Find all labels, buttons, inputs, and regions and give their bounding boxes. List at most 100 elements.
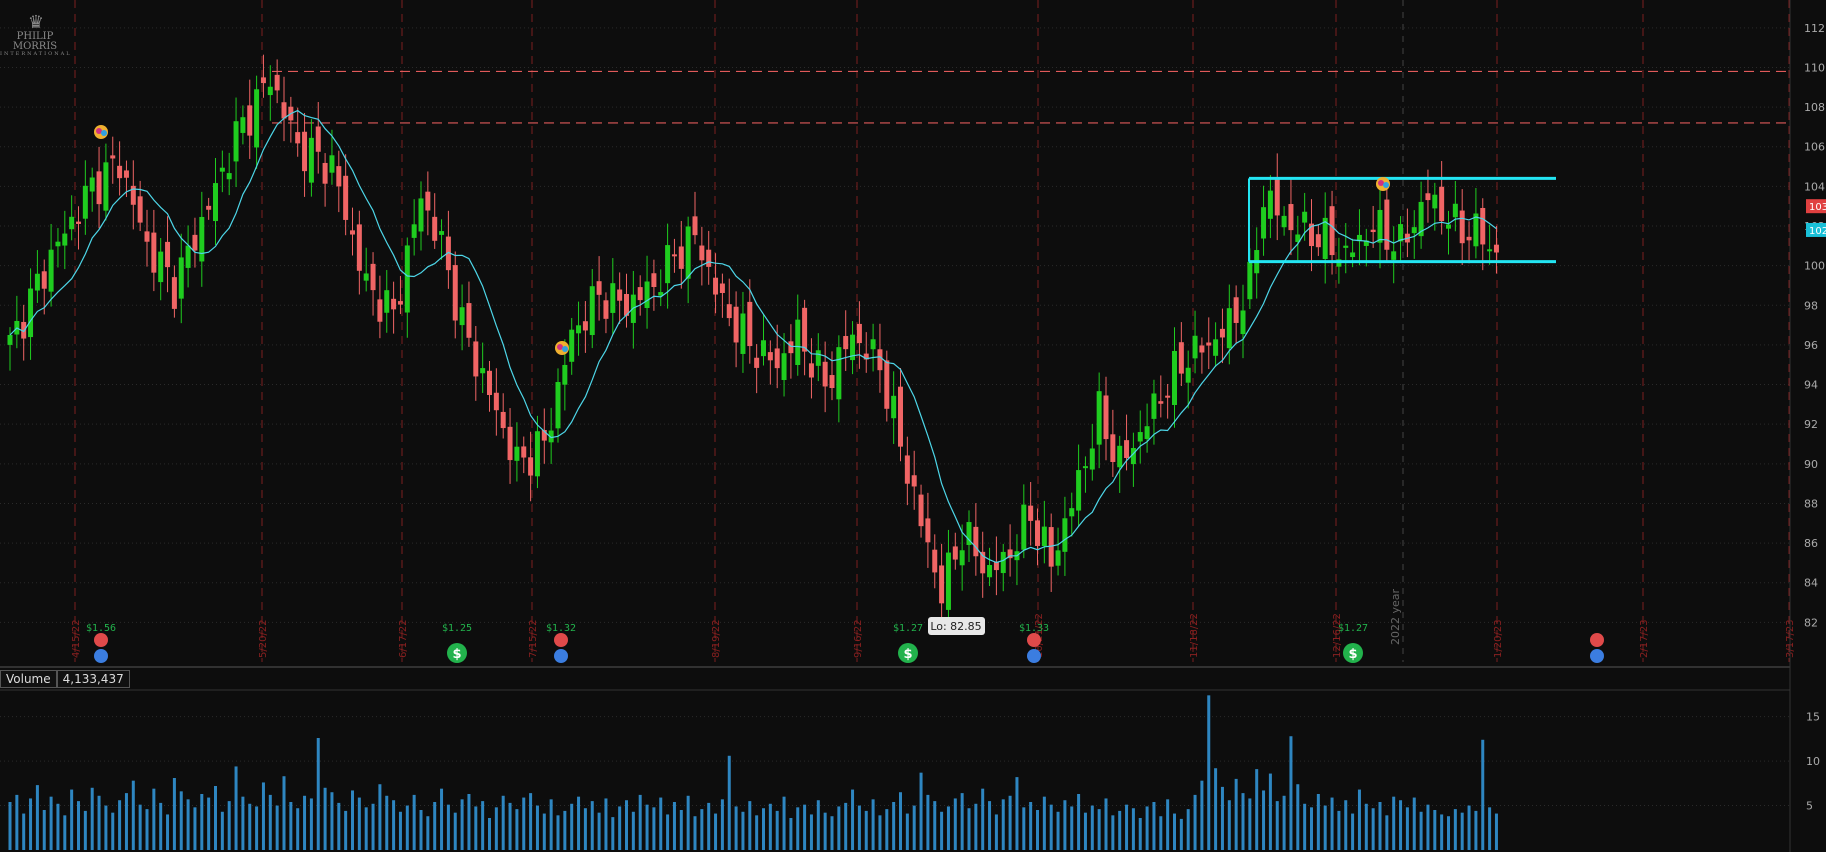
- volume-bar: [241, 796, 245, 850]
- volume-bar: [364, 807, 368, 850]
- volume-bar: [679, 810, 683, 850]
- candle-body: [1288, 204, 1294, 231]
- dividend-icon: [1343, 643, 1363, 663]
- candle-body: [404, 245, 410, 313]
- volume-bar: [707, 802, 711, 850]
- volume-bar: [727, 755, 731, 850]
- candle-body: [370, 263, 376, 291]
- candle-body: [96, 171, 102, 205]
- volume-bar: [946, 806, 950, 850]
- y-tick-label: 94: [1804, 379, 1818, 392]
- volume-bar: [529, 793, 533, 850]
- volume-bar: [1118, 810, 1122, 850]
- volume-bar: [56, 803, 60, 850]
- candle-body: [7, 335, 13, 345]
- y-tick-label: 100: [1804, 260, 1825, 273]
- volume-bar: [919, 772, 923, 850]
- candle-body: [754, 357, 760, 368]
- volume-bar: [645, 804, 649, 850]
- volume-bar: [344, 810, 348, 850]
- candle-body: [822, 361, 828, 387]
- volume-bar: [857, 805, 861, 850]
- volume-bar: [1357, 789, 1361, 850]
- low-label-text: Lo: 82.85: [930, 620, 981, 633]
- y-tick-label: 104: [1804, 180, 1825, 193]
- candle-body: [1329, 206, 1335, 256]
- x-date-label: 8/19/22: [711, 619, 722, 658]
- volume-bar: [988, 801, 992, 850]
- candle-body: [870, 339, 876, 350]
- info-icon: [554, 649, 568, 663]
- volume-bar: [460, 799, 464, 850]
- volume-bar: [1405, 807, 1409, 850]
- y-tick-label: 92: [1804, 418, 1818, 431]
- candle-body: [1363, 240, 1369, 246]
- volume-bar: [851, 789, 855, 850]
- y-tick-label: 88: [1804, 497, 1818, 510]
- candle-body: [473, 341, 479, 377]
- volume-bar: [775, 810, 779, 850]
- candle-body: [55, 241, 61, 247]
- volume-bar: [1125, 804, 1129, 850]
- candle-body: [1165, 395, 1171, 398]
- candle-body: [1069, 508, 1075, 517]
- y-tick-label: 82: [1804, 616, 1818, 629]
- ma-price-tag: [1806, 222, 1826, 237]
- volume-bar: [1145, 806, 1149, 850]
- volume-bar: [70, 789, 74, 850]
- volume-bar: [611, 817, 615, 850]
- candle-body: [1302, 211, 1308, 223]
- volume-bar: [220, 811, 224, 850]
- candle-body: [137, 196, 143, 223]
- volume-bar: [1426, 804, 1430, 850]
- candle-body: [1035, 520, 1040, 546]
- volume-bar: [1227, 800, 1231, 850]
- volume-bar: [1152, 802, 1156, 850]
- volume-bar: [1282, 795, 1286, 850]
- candle-body: [356, 224, 362, 271]
- volume-bar: [577, 796, 581, 850]
- volume-bar: [974, 803, 978, 850]
- volume-bar: [330, 792, 334, 850]
- volume-value: 4,133,437: [56, 670, 130, 688]
- volume-bar: [501, 795, 505, 850]
- volume-bar: [412, 794, 416, 850]
- volume-bar: [782, 796, 786, 850]
- volume-bar: [255, 806, 259, 850]
- volume-bar: [1193, 794, 1197, 850]
- volume-bar: [1488, 807, 1492, 850]
- candle-body: [397, 301, 403, 305]
- candle-body: [1130, 448, 1136, 465]
- news-icon-dot: [1378, 180, 1384, 186]
- volume-bar: [351, 790, 354, 850]
- volume-bar: [337, 802, 341, 850]
- candle-body: [1062, 518, 1068, 552]
- candle-body: [151, 232, 157, 273]
- candle-body: [644, 281, 650, 309]
- volume-bar: [1440, 814, 1444, 850]
- candle-body: [836, 347, 842, 400]
- candle-body: [343, 175, 349, 220]
- candle-body: [219, 167, 225, 172]
- low-label-box: [928, 617, 985, 635]
- candle-body: [267, 86, 273, 96]
- candle-body: [699, 245, 705, 261]
- volume-bar: [1310, 807, 1313, 850]
- volume-bar: [275, 805, 279, 850]
- candle-body: [993, 561, 999, 571]
- x-date-label: 5/20/22: [258, 619, 269, 658]
- volume-bar: [1042, 796, 1046, 850]
- volume-bar: [186, 799, 190, 850]
- dividend-icon-glyph: $: [1348, 647, 1357, 662]
- candle-body: [726, 304, 732, 319]
- candle-body: [487, 370, 492, 395]
- candle-body: [199, 216, 205, 262]
- candle-body: [966, 522, 972, 545]
- volume-bar: [618, 806, 622, 850]
- info-icon: [1590, 649, 1604, 663]
- candle-body: [240, 117, 246, 133]
- candle-body: [1110, 434, 1116, 463]
- candle-body: [761, 340, 766, 357]
